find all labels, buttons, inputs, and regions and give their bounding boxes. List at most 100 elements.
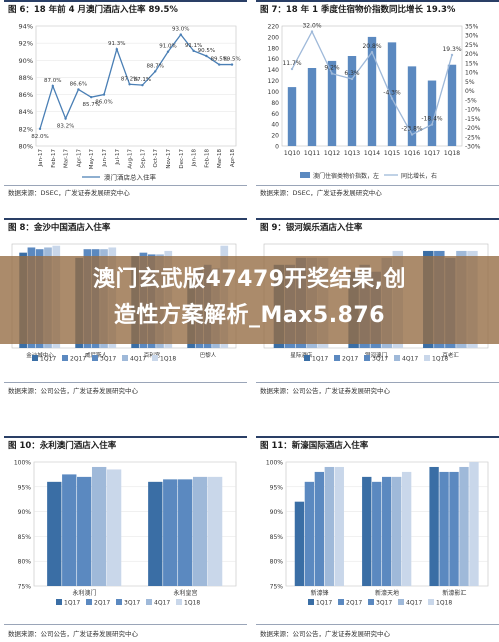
p10-y-tick: 75% (18, 584, 32, 591)
p6-x-tick: Jan-18 (192, 149, 198, 168)
p9-legend-label: 3Q17 (372, 356, 388, 363)
p7-x-tick: 1Q17 (424, 150, 440, 157)
p7-y-right-tick: 5% (465, 79, 475, 86)
p7-growth-point (370, 51, 374, 54)
figure-6-source: 数据来源：DSEC，广发证券发展研究中心 (8, 189, 130, 197)
p7-growth-label: 11.7% (282, 60, 301, 67)
figure-8-source: 数据来源：公司公告，广发证券发展研究中心 (8, 387, 138, 395)
p6-x-tick: May-17 (89, 149, 95, 170)
p10-bar (47, 481, 62, 586)
p7-y-left-tick: 120 (268, 78, 280, 85)
p10-legend-swatch (176, 599, 182, 605)
p7-y-left-tick: 220 (268, 24, 280, 31)
p6-data-point (102, 93, 106, 96)
p7-legend-label-line: 同比增长，右 (401, 172, 437, 180)
p6-x-tick: Sep-17 (140, 149, 146, 169)
p6-data-label: 90.5% (198, 48, 215, 54)
p6-x-tick: Apr-18 (230, 149, 236, 168)
p6-data-point (166, 50, 170, 53)
p9-legend-swatch (394, 355, 400, 361)
p7-x-tick: 1Q16 (404, 150, 420, 157)
figure-9-source: 数据来源：公司公告，广发证券发展研究中心 (260, 387, 390, 395)
p6-data-label: 89.5% (223, 57, 240, 63)
figure-7-combo-chart: 0 20 40 60 80 100 120 140 160 180 200 220 -30% -25% -2… (268, 23, 481, 180)
figure-10-separator (4, 624, 247, 625)
p11-bar (294, 501, 305, 586)
figure-11-bar-chart: 75% 80% 85% 90% 95% 100% 新濠锋 新濠天地 新濠影汇 1Q17 2Q17 3Q… (266, 460, 489, 607)
p8-legend-swatch (62, 355, 68, 361)
p11-y-tick: 100% (266, 460, 283, 467)
p11-bar (324, 466, 335, 586)
figure-11-title: 图 11：新濠国际酒店入住率 (256, 436, 499, 452)
p10-bar (106, 469, 122, 586)
p7-y-right-tick: -15% (465, 116, 481, 123)
p6-x-tick: Aug-17 (128, 149, 134, 169)
p10-legend-label: 4Q17 (154, 600, 170, 607)
p10-x-tick: 永利皇宫 (173, 589, 197, 597)
p7-x-tick: 1Q10 (284, 150, 300, 157)
p7-y-left-tick: 20 (271, 133, 279, 140)
p7-y-right-tick: -20% (465, 125, 481, 132)
p8-legend-label: 1Q18 (160, 356, 176, 363)
p6-data-point (64, 117, 67, 120)
p9-x-tick: 百老汇 (442, 351, 459, 359)
p7-bar (387, 42, 397, 147)
p7-bar (447, 64, 457, 146)
p11-bar (304, 481, 315, 586)
p10-y-tick: 95% (18, 484, 32, 491)
p8-x-tick: 金沙城中心 (26, 351, 54, 359)
overlay-banner-text: 澳门玄武版47479开奖结果,创 造性方案解析_Max5.876 (0, 262, 499, 334)
p7-growth-point (410, 133, 414, 136)
p7-y-left-tick: 0 (275, 144, 279, 151)
p11-bar (401, 471, 412, 586)
p7-growth-point (290, 67, 294, 71)
p7-bar (347, 56, 357, 146)
p7-x-tick: 1Q14 (364, 150, 380, 157)
p6-data-label: 91.3% (108, 41, 125, 47)
p11-legend-label: 3Q17 (376, 600, 392, 607)
p6-data-point (218, 63, 221, 66)
p7-growth-point (430, 123, 434, 126)
p11-y-tick: 95% (270, 484, 284, 491)
p6-y-tick: 88% (19, 74, 33, 82)
figure-7-title: 图 7：18 年 1 季度住宿物价指数同比增长 19.3% (256, 0, 499, 16)
p7-y-left-tick: 160 (268, 56, 280, 63)
p6-data-point (230, 63, 234, 66)
p10-bar (91, 466, 107, 586)
p6-data-point (77, 88, 80, 91)
p7-y-right-tick: -25% (465, 134, 481, 141)
p7-growth-point (310, 30, 314, 33)
p6-x-tick: Jun-17 (102, 149, 108, 168)
p6-y-tick: 82% (19, 125, 33, 133)
panel-figure-11: 图 11：新濠国际酒店入住率 75% 80% 85% 90% 95% 100% 新濠锋 新濠天… (256, 436, 499, 642)
p10-x-tick: 永利澳门 (72, 589, 96, 597)
p9-legend-label: 1Q17 (312, 356, 328, 363)
p7-x-tick: 1Q13 (344, 150, 360, 157)
p6-x-tick: Apr-17 (76, 149, 82, 168)
p8-legend-swatch (92, 355, 98, 361)
p11-x-tick: 新濠锋 (311, 589, 329, 597)
p7-growth-label: 9.2% (324, 65, 340, 72)
p7-y-right-tick: 30% (465, 33, 479, 40)
p7-y-right-tick: 35% (465, 24, 479, 31)
banner-line-1: 澳门玄武版47479开奖结果,创 (93, 267, 406, 292)
p8-legend-swatch (32, 355, 38, 361)
p11-bar (334, 466, 344, 586)
p11-legend-swatch (398, 599, 404, 605)
p7-y-right-tick: -30% (465, 144, 481, 151)
p11-bar (449, 471, 459, 586)
p11-y-tick: 90% (270, 509, 284, 516)
p6-legend-label: 澳门酒店总入住率 (104, 173, 157, 182)
p7-x-tick: 1Q12 (324, 150, 340, 157)
overlay-banner (0, 256, 499, 344)
p6-data-label: 91.1% (185, 43, 202, 49)
p8-legend-label: 2Q17 (70, 356, 86, 363)
p8-legend-label: 1Q17 (40, 356, 56, 363)
p6-data-label: 91.0% (159, 44, 176, 50)
p6-y-tick: 84% (19, 108, 33, 116)
p6-data-point (38, 127, 42, 131)
p11-bar (372, 481, 382, 586)
p7-y-right-tick: 25% (465, 42, 479, 49)
p7-y-right-tick: 15% (465, 60, 479, 67)
p6-y-tick: 92% (19, 40, 33, 48)
